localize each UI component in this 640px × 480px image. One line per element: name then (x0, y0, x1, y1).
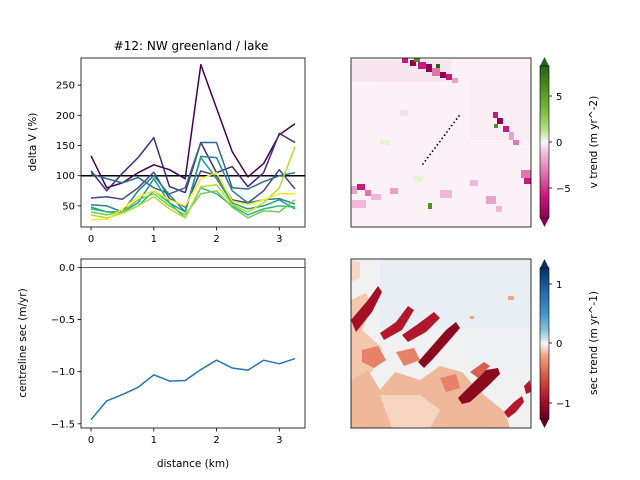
delta-v-x-tick-label: 2 (213, 234, 219, 245)
sec-x-tick-label: 2 (213, 435, 219, 446)
sec-trend-colorbar: 1 0 −1 sec trend (m yr^-1) (539, 259, 600, 428)
centreline-sec-panel: centreline sec (m/yr) distance (km) 0 1 2 3… (17, 258, 306, 470)
centreline-point (431, 150, 434, 153)
sec-y-tick-label: −1.5 (51, 419, 75, 430)
v-trend-cbar-tick: 5 (556, 92, 562, 103)
delta-v-series-line (90, 141, 296, 195)
v-trend-map-panel: 5 0 −5 v trend (m yr^-2) (350, 57, 600, 228)
delta-v-y-tick-label: 50 (62, 201, 75, 212)
sec-trend-cbar-tick: 0 (556, 339, 562, 350)
centreline-point (424, 159, 427, 162)
delta-v-series-line (90, 63, 296, 189)
delta-v-x-tick-label: 0 (88, 234, 94, 245)
delta-v-series-line (90, 168, 296, 208)
delta-v-series-line (90, 171, 295, 221)
sec-trend-cbar-tick: 1 (556, 280, 562, 291)
sec-y-tick-label: 0.0 (59, 263, 75, 274)
delta-v-y-tick-label: 200 (56, 111, 75, 122)
delta-v-series-line (90, 132, 296, 194)
v-trend-cbar-tick: −5 (556, 184, 571, 195)
sec-x-tick-label: 0 (88, 435, 94, 446)
sec-trend-map-frame (350, 258, 532, 429)
sec-xlabel: distance (km) (157, 458, 229, 470)
delta-v-y-tick-label: 100 (56, 171, 75, 182)
centreline-point (450, 124, 453, 127)
sec-ylabel: centreline sec (m/yr) (17, 288, 29, 397)
centreline-point (448, 127, 451, 130)
sec-frame (80, 258, 306, 429)
v-trend-cbar-label: v trend (m yr^-2) (588, 96, 600, 188)
sec-trend-map-panel: 1 0 −1 sec trend (m yr^-1) (350, 258, 600, 429)
v-trend-cbar-tick: 0 (556, 138, 562, 149)
delta-v-y-tick-label: 150 (56, 141, 75, 152)
centreline-point (422, 163, 424, 165)
centreline-point (441, 137, 444, 140)
delta-v-frame (80, 57, 306, 228)
centreline-point (458, 115, 460, 117)
delta-v-x-tick-label: 3 (276, 234, 282, 245)
sec-y-tick-label: −0.5 (51, 315, 75, 326)
centreline-point (436, 143, 439, 146)
centreline-point (434, 147, 436, 149)
v-trend-map (351, 58, 531, 227)
centreline-point (453, 121, 456, 124)
centreline-point (443, 134, 446, 137)
v-trend-colorbar: 5 0 −5 v trend (m yr^-2) (539, 57, 600, 227)
delta-v-title: #12: NW greenland / lake (114, 39, 269, 53)
sec-x-tick-label: 3 (276, 435, 282, 446)
delta-v-ylabel: delta V (%) (27, 113, 39, 172)
sec-trend-cbar-tick: −1 (556, 399, 571, 410)
centreline-point (455, 118, 458, 121)
v-trend-map-frame (350, 57, 532, 228)
sec-y-tick-label: −1.0 (51, 367, 75, 378)
delta-v-x-tick-label: 1 (151, 234, 157, 245)
delta-v-series-line (90, 146, 296, 219)
sec-x-tick-label: 1 (151, 435, 157, 446)
sec-trend-cbar-label: sec trend (m yr^-1) (588, 291, 600, 395)
centreline-point (429, 153, 432, 156)
delta-v-y-tick-label: 250 (56, 81, 75, 92)
centreline-point (426, 156, 429, 159)
delta-v-panel: #12: NW greenland / lake delta V (%) 0 1 2… (27, 39, 306, 245)
centreline-point (446, 131, 448, 133)
centreline-points (422, 115, 460, 165)
centreline-point (438, 140, 441, 143)
sec-series-line (90, 357, 296, 421)
sec-trend-map (351, 259, 531, 428)
delta-v-series-line (90, 190, 296, 219)
